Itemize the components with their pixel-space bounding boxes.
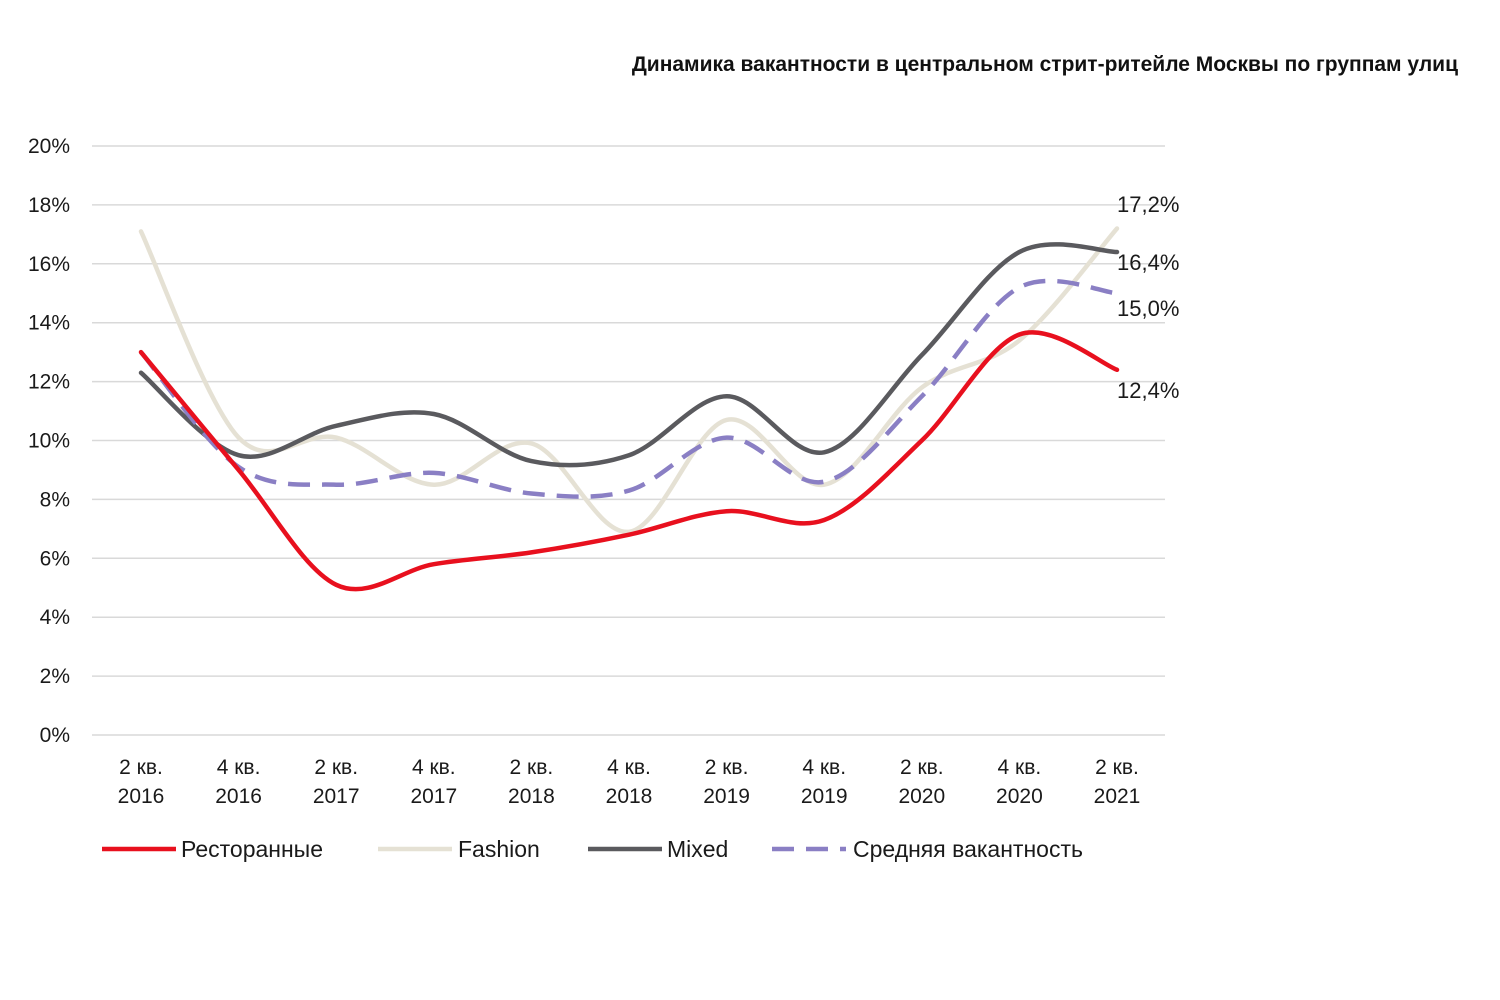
end-label: 16,4%	[1117, 250, 1179, 275]
x-tick-label: 4 кв.	[412, 756, 456, 779]
gridlines	[92, 145, 1165, 736]
x-tick-label: 2 кв.	[900, 756, 944, 779]
legend-label: Средняя вакантность	[853, 836, 1083, 862]
y-tick-label: 2%	[40, 665, 70, 688]
x-tick-label: 2021	[1094, 785, 1141, 808]
legend: Ресторанные Fashion Mixed Средняя вакантнос…	[102, 836, 1083, 862]
x-tick-label: 2019	[801, 785, 848, 808]
y-tick-label: 0%	[40, 724, 70, 747]
x-axis: 2 кв. 2016 4 кв. 2016 2 кв. 2017 4 кв. 2017 2 кв…	[118, 756, 1141, 808]
series-line-3	[139, 278, 1118, 499]
y-tick-label: 18%	[28, 194, 70, 217]
series-lines	[138, 226, 1120, 592]
x-tick-label: 4 кв.	[998, 756, 1042, 779]
series-line-2	[138, 242, 1120, 468]
y-tick-label: 16%	[28, 253, 70, 276]
x-tick-label: 2018	[508, 785, 555, 808]
y-tick-label: 12%	[28, 371, 70, 394]
x-tick-label: 2019	[703, 785, 750, 808]
x-tick-label: 4 кв.	[217, 756, 261, 779]
legend-label: Fashion	[458, 836, 540, 862]
x-tick-label: 2017	[313, 785, 360, 808]
end-label: 17,2%	[1117, 192, 1179, 217]
legend-label: Mixed	[667, 836, 728, 862]
y-tick-label: 10%	[28, 430, 70, 453]
chart-title: Динамика вакантности в центральном стрит…	[631, 53, 1458, 76]
end-label: 15,0%	[1117, 296, 1179, 321]
y-tick-label: 6%	[40, 547, 70, 570]
x-tick-label: 2018	[606, 785, 653, 808]
x-tick-label: 2020	[898, 785, 945, 808]
y-tick-label: 14%	[28, 312, 70, 335]
x-tick-label: 4 кв.	[607, 756, 651, 779]
x-tick-label: 2020	[996, 785, 1043, 808]
y-axis: 0% 2% 4% 6% 8% 10% 12% 14% 16% 18% 20%	[28, 135, 70, 747]
x-tick-label: 2 кв.	[119, 756, 163, 779]
x-tick-label: 2 кв.	[705, 756, 749, 779]
x-tick-label: 2 кв.	[1095, 756, 1139, 779]
x-tick-label: 2017	[410, 785, 457, 808]
x-tick-label: 2 кв.	[314, 756, 358, 779]
y-tick-label: 20%	[28, 135, 70, 158]
legend-label: Ресторанные	[181, 836, 323, 862]
series-line-0	[138, 330, 1120, 592]
x-tick-label: 4 кв.	[802, 756, 846, 779]
end-label: 12,4%	[1117, 378, 1179, 403]
y-tick-label: 8%	[40, 488, 70, 511]
x-tick-label: 2016	[215, 785, 262, 808]
end-labels: 12,4% 17,2% 16,4% 15,0%	[1117, 192, 1179, 403]
y-tick-label: 4%	[40, 606, 70, 629]
x-tick-label: 2 кв.	[510, 756, 554, 779]
x-tick-label: 2016	[118, 785, 165, 808]
